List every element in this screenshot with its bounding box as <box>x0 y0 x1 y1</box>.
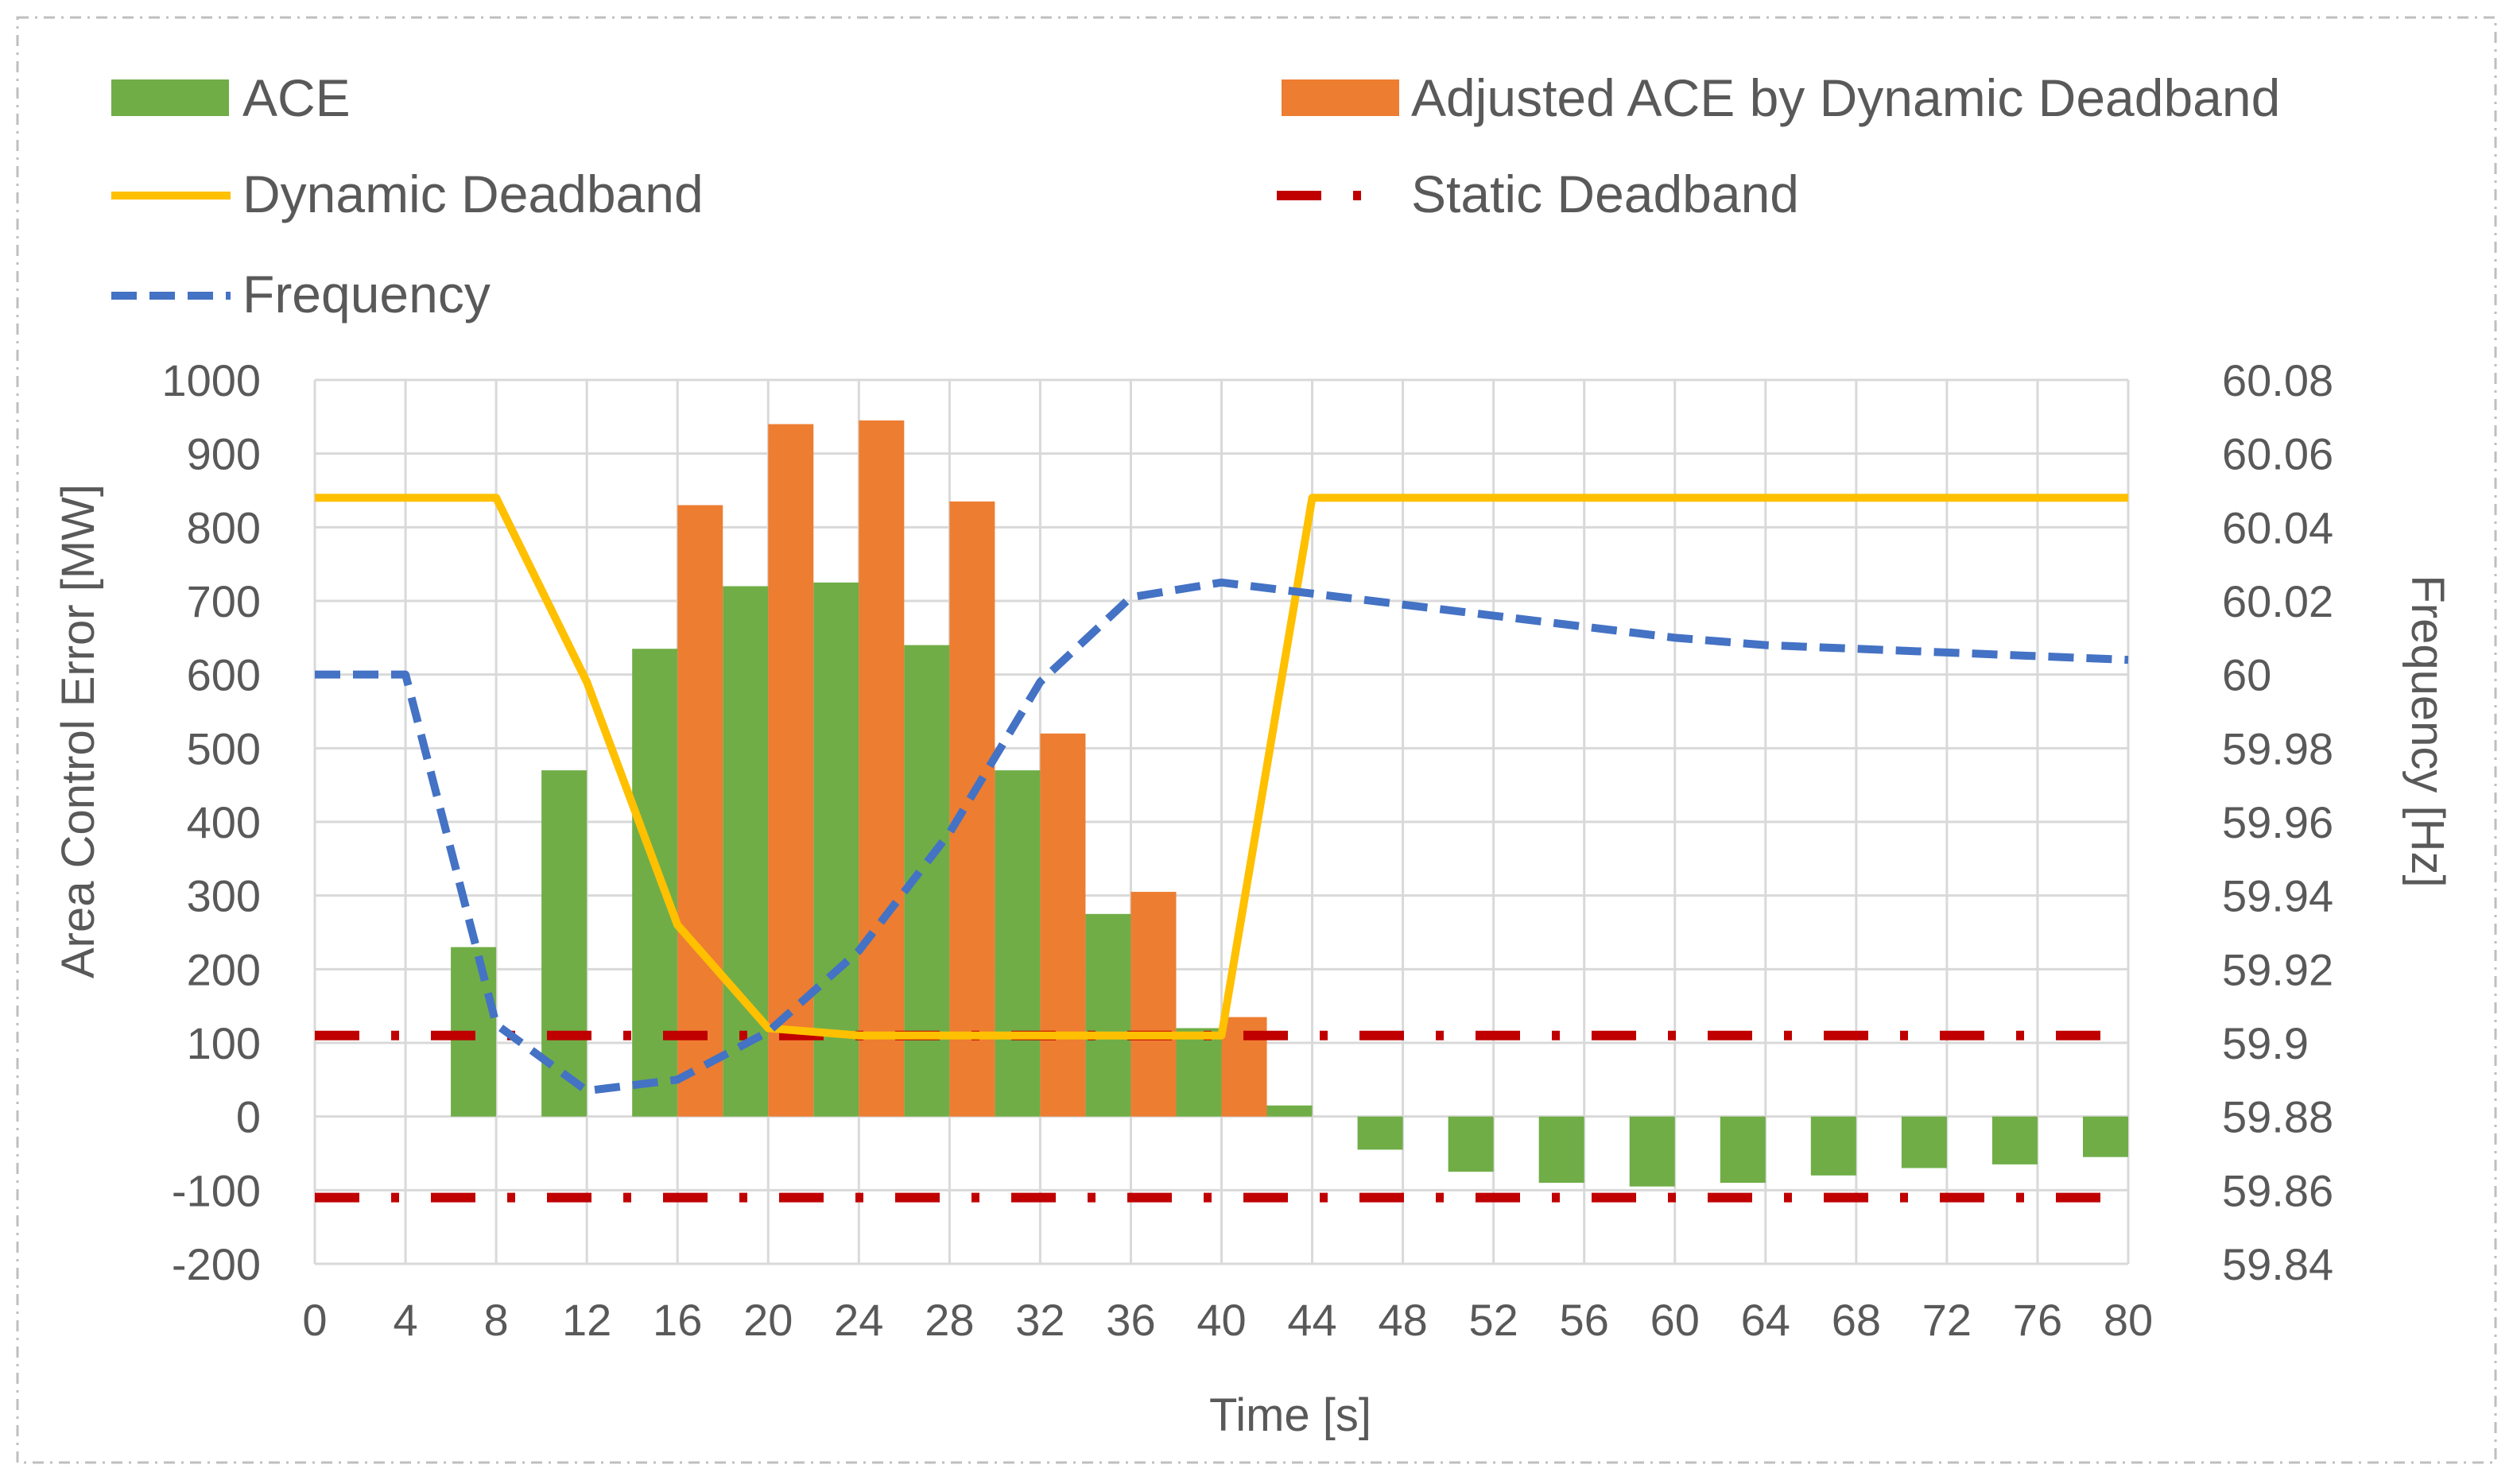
y-left-tick-label: 1000 <box>161 355 261 405</box>
adjusted-ace-bar <box>859 420 905 1117</box>
ace-bar <box>1357 1116 1403 1150</box>
x-tick-label: 76 <box>2013 1295 2062 1345</box>
lines <box>315 494 2129 1203</box>
y-left-tick-label: 800 <box>187 502 261 552</box>
x-tick-label: 32 <box>1015 1295 1065 1345</box>
y-left-tick-label: 0 <box>236 1092 261 1142</box>
x-tick-label: 12 <box>562 1295 611 1345</box>
x-tick-label: 44 <box>1287 1295 1336 1345</box>
x-tick-label: 80 <box>2104 1295 2153 1345</box>
y-left-tick-label: 900 <box>187 429 261 479</box>
y-axis-title-left: Area Control Error [MW] <box>52 484 104 978</box>
x-tick-label: 68 <box>1832 1295 1881 1345</box>
x-tick-label: 72 <box>1922 1295 1972 1345</box>
ace-bar <box>1176 1028 1222 1117</box>
y-right-tick-label: 60.02 <box>2222 576 2333 626</box>
legend-swatch-ace <box>111 79 229 116</box>
x-tick-label: 24 <box>834 1295 883 1345</box>
legend-label-dynamic-deadband: Dynamic Deadband <box>242 165 704 223</box>
y-left-tick-label: 600 <box>187 650 261 700</box>
ace-bar <box>632 649 678 1117</box>
y-left-tick-label: -200 <box>172 1239 261 1289</box>
y-right-tick-label: 60 <box>2222 650 2271 700</box>
legend: ACE Adjusted ACE by Dynamic Deadband Dyn… <box>111 68 2280 324</box>
legend-item-adjusted-ace: Adjusted ACE by Dynamic Deadband <box>1282 68 2280 127</box>
legend-item-static-deadband: Static Deadband <box>1277 165 1799 223</box>
x-tick-label: 36 <box>1106 1295 1155 1345</box>
ace-bar <box>813 582 859 1117</box>
y-left-tick-label: -100 <box>172 1165 261 1215</box>
chart-border <box>16 16 2497 1464</box>
x-tick-label: 40 <box>1196 1295 1246 1345</box>
x-tick-label: 60 <box>1650 1295 1700 1345</box>
ace-bar <box>1901 1116 1947 1168</box>
y-left-tick-label: 500 <box>187 723 261 773</box>
y-right-tick-label: 59.98 <box>2222 723 2333 773</box>
ace-bar <box>1991 1116 2038 1164</box>
x-tick-label: 0 <box>302 1295 327 1345</box>
y-right-tick-label: 59.96 <box>2222 797 2333 847</box>
legend-label-frequency: Frequency <box>242 265 491 324</box>
y-right-tick-label: 60.06 <box>2222 429 2333 479</box>
y-right-tick-label: 59.92 <box>2222 944 2333 994</box>
y-right-tick-label: 59.9 <box>2222 1018 2309 1068</box>
y-right-tick-label: 60.04 <box>2222 502 2333 552</box>
ace-bar <box>723 586 769 1117</box>
x-tick-label: 64 <box>1741 1295 1790 1345</box>
y-left-tick-label: 700 <box>187 576 261 626</box>
axes: Time [s] Area Control Error [MW] Frequen… <box>52 355 2453 1441</box>
ace-bar <box>1448 1116 1494 1172</box>
frequency-line <box>315 578 2129 1095</box>
adjusted-ace-bar <box>949 501 995 1117</box>
x-tick-label: 56 <box>1560 1295 1609 1345</box>
legend-label-adjusted-ace: Adjusted ACE by Dynamic Deadband <box>1411 68 2280 127</box>
legend-swatch-adjusted-ace <box>1282 79 1399 116</box>
ace-bar <box>1629 1116 1675 1187</box>
y-right-tick-label: 59.88 <box>2222 1092 2333 1142</box>
ace-bar <box>1720 1116 1766 1184</box>
dynamic-deadband-line <box>315 494 2128 1040</box>
x-axis-title: Time [s] <box>1209 1389 1371 1441</box>
ace-bar <box>1538 1116 1584 1184</box>
x-tick-label: 28 <box>925 1295 974 1345</box>
ace-bar <box>1085 913 1131 1117</box>
x-tick-label: 8 <box>484 1295 509 1345</box>
y-right-tick-label: 60.08 <box>2222 355 2333 405</box>
adjusted-ace-bar <box>1130 892 1177 1117</box>
adjusted-ace-bar <box>677 505 723 1117</box>
y-left-tick-label: 400 <box>187 797 261 847</box>
y-right-tick-label: 59.94 <box>2222 871 2333 921</box>
ace-bar <box>2082 1116 2128 1157</box>
x-tick-label: 52 <box>1469 1295 1518 1345</box>
legend-item-ace: ACE <box>111 68 351 127</box>
legend-item-frequency: Frequency <box>111 265 491 324</box>
ace-bar <box>1810 1116 1856 1176</box>
legend-label-ace: ACE <box>242 68 351 127</box>
x-tick-label: 4 <box>393 1295 417 1345</box>
y-right-tick-label: 59.84 <box>2222 1239 2333 1289</box>
y-left-tick-label: 100 <box>187 1018 261 1068</box>
ace-bar <box>995 770 1041 1117</box>
y-axis-title-right: Frequency [Hz] <box>2402 575 2453 887</box>
adjusted-ace-bar <box>1040 733 1086 1117</box>
x-tick-label: 20 <box>743 1295 793 1345</box>
y-right-tick-label: 59.86 <box>2222 1165 2333 1215</box>
y-left-tick-label: 200 <box>187 944 261 994</box>
x-tick-label: 48 <box>1378 1295 1427 1345</box>
y-left-tick-label: 300 <box>187 871 261 921</box>
legend-label-static-deadband: Static Deadband <box>1411 165 1799 223</box>
ace-bar <box>1266 1105 1313 1117</box>
legend-item-dynamic-deadband: Dynamic Deadband <box>111 165 704 223</box>
x-tick-label: 16 <box>653 1295 702 1345</box>
